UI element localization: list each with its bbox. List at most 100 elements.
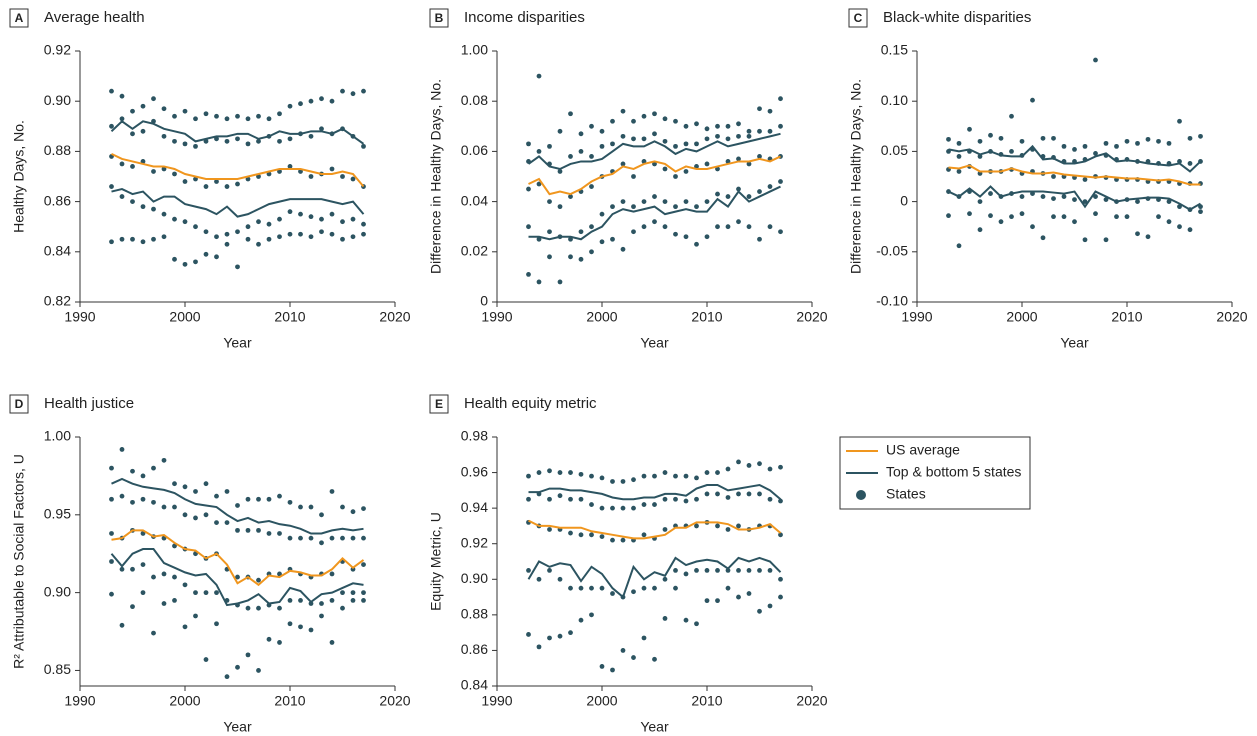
state-point — [298, 535, 303, 541]
state-point — [350, 176, 356, 182]
panel-letter: C — [854, 11, 863, 25]
state-point — [578, 256, 584, 262]
panel-letter-box — [848, 8, 868, 28]
state-point — [340, 219, 345, 225]
y-tick-label: 0.98 — [461, 428, 488, 444]
x-tick-label: 2000 — [169, 309, 200, 325]
state-point — [256, 496, 261, 502]
state-point — [610, 667, 615, 673]
state-point — [956, 154, 962, 159]
state-point — [998, 219, 1004, 225]
state-point — [736, 133, 741, 139]
state-point — [1009, 113, 1014, 119]
state-point — [224, 138, 230, 144]
state-point — [319, 601, 324, 606]
series-line — [528, 483, 782, 501]
state-point — [130, 108, 135, 114]
state-point — [277, 571, 282, 577]
state-point — [1187, 161, 1193, 166]
state-point — [757, 461, 762, 467]
state-point — [329, 535, 335, 541]
state-point — [109, 531, 114, 536]
state-point — [329, 211, 335, 217]
state-point — [224, 116, 230, 122]
state-point — [547, 229, 552, 235]
state-point — [536, 576, 542, 582]
y-tick-label: 0.06 — [461, 142, 488, 158]
state-point — [536, 279, 542, 285]
state-point — [589, 154, 594, 159]
state-point — [1114, 143, 1119, 149]
state-point — [161, 457, 167, 463]
state-point — [956, 140, 962, 146]
y-tick-label: 0.92 — [44, 42, 71, 58]
state-point — [704, 567, 710, 573]
state-point — [130, 566, 135, 572]
state-point — [151, 574, 156, 580]
state-point — [746, 128, 752, 134]
state-point — [694, 204, 699, 210]
state-point — [350, 535, 356, 541]
state-point — [778, 498, 783, 504]
state-point — [203, 512, 209, 518]
state-point — [1093, 194, 1098, 199]
state-point — [757, 189, 762, 194]
x-tick-label: 2000 — [586, 693, 617, 709]
state-point — [287, 621, 293, 627]
x-tick-label: 1990 — [64, 309, 95, 325]
state-point — [277, 640, 282, 645]
state-point — [599, 128, 605, 134]
state-point — [725, 194, 731, 199]
state-point — [778, 532, 783, 538]
state-point — [641, 473, 647, 479]
state-point — [319, 613, 324, 619]
panel-title: Income disparities — [464, 9, 585, 26]
state-point — [214, 621, 219, 627]
state-point — [631, 655, 636, 660]
state-point — [778, 229, 783, 235]
state-point — [298, 211, 303, 217]
y-tick-label: 0.10 — [881, 92, 908, 108]
state-point — [361, 590, 366, 596]
state-point — [1124, 138, 1130, 144]
state-point — [235, 574, 240, 580]
state-point — [340, 174, 345, 179]
state-point — [1019, 194, 1025, 199]
state-point — [1103, 140, 1109, 146]
state-point — [746, 133, 752, 139]
state-point — [557, 576, 563, 582]
state-point — [298, 231, 303, 237]
state-point — [599, 211, 605, 217]
state-point — [235, 664, 240, 670]
state-point — [715, 523, 720, 529]
y-tick-label: 0.90 — [461, 570, 488, 586]
state-point — [1072, 197, 1077, 202]
state-point — [182, 261, 188, 267]
state-point — [662, 224, 668, 230]
state-point — [1093, 57, 1098, 63]
state-point — [256, 577, 261, 583]
state-point — [130, 236, 135, 242]
state-point — [1135, 231, 1140, 237]
state-point — [641, 113, 647, 119]
state-point — [277, 138, 282, 144]
state-point — [526, 186, 531, 192]
state-point — [256, 605, 261, 611]
state-point — [1072, 146, 1077, 152]
state-point — [746, 491, 752, 497]
state-point — [715, 491, 720, 497]
state-point — [599, 475, 605, 481]
y-tick-label: 0.92 — [461, 534, 488, 550]
state-point — [151, 465, 156, 471]
state-point — [340, 590, 345, 596]
state-point — [589, 224, 594, 230]
state-point — [182, 624, 188, 630]
series-line — [111, 529, 365, 587]
state-point — [673, 204, 678, 210]
state-point — [778, 464, 783, 470]
state-point — [172, 216, 177, 222]
x-tick-label: 2010 — [691, 309, 722, 325]
state-point — [610, 537, 615, 543]
state-point — [266, 236, 272, 242]
state-point — [704, 136, 710, 142]
